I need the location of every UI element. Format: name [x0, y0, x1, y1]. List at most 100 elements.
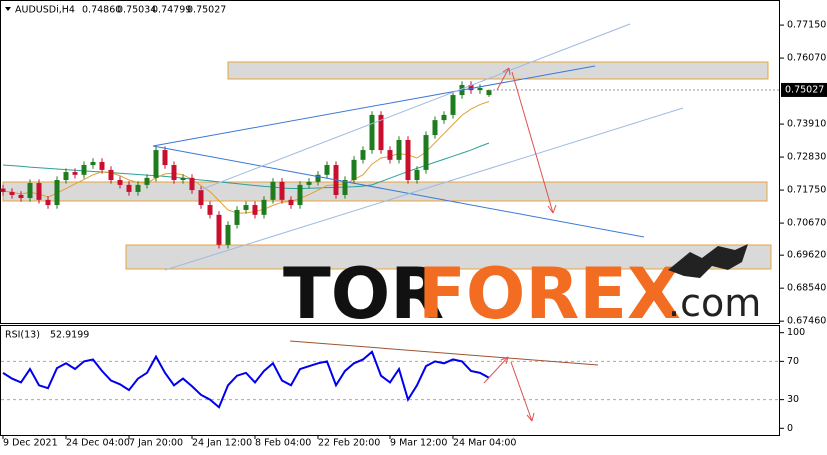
candle-body: [279, 181, 285, 200]
rsi-line: [2, 350, 490, 409]
candle-body: [198, 190, 204, 206]
candle-body: [153, 150, 159, 178]
candle-body: [243, 205, 249, 210]
arrow-head: [500, 356, 509, 365]
rsi-name: RSI(13): [5, 330, 40, 341]
forecast-arrow: [496, 67, 510, 91]
candle-body: [306, 181, 312, 185]
candle-body: [468, 84, 474, 91]
arrow-head: [526, 412, 535, 422]
trend-line: [152, 145, 645, 238]
quote-low: 0.74799: [152, 5, 191, 16]
candle-body: [369, 114, 375, 151]
y-tick-label: 70: [787, 356, 799, 367]
candle-body: [351, 159, 357, 180]
candle-body: [432, 120, 438, 136]
forecast-arrow: [510, 361, 533, 422]
symbol: AUDUSDi,H4: [15, 5, 75, 16]
candle-body: [234, 209, 240, 225]
candle-body: [126, 184, 132, 192]
x-tick-label: 24 Jan 12:00: [192, 438, 252, 449]
watermark-com: .com: [668, 281, 761, 325]
x-tick-label: 24 Mar 04:00: [453, 438, 516, 449]
candle-body: [72, 172, 78, 175]
watermark: TOR FOREX .com: [283, 244, 761, 335]
drawings: [152, 23, 684, 422]
y-tick-label: 0.69620: [787, 250, 826, 261]
candle-body: [315, 174, 321, 182]
candle-body: [90, 161, 96, 166]
arrow-head: [547, 204, 557, 214]
header: AUDUSDi,H4 0.74860 0.75034 0.74799 0.750…: [5, 5, 226, 341]
candle-body: [36, 183, 42, 200]
quote-open: 0.74860: [82, 5, 121, 16]
candle-body: [288, 199, 294, 206]
candle-body: [144, 177, 150, 185]
candle-body: [171, 165, 177, 180]
candle-body: [225, 224, 231, 245]
candle-body: [135, 184, 141, 192]
candle-body: [342, 180, 348, 195]
y-tick-label: 0.73910: [787, 119, 826, 130]
y-tick-label: 0.70670: [787, 218, 826, 229]
candle-body: [324, 165, 330, 175]
quote-high: 0.75034: [117, 5, 156, 16]
dropdown-icon[interactable]: [5, 7, 11, 11]
candle-body: [99, 161, 105, 170]
candle-body: [405, 139, 411, 180]
candle-body: [486, 89, 492, 96]
candle-body: [207, 205, 213, 215]
candle-body: [180, 177, 186, 180]
y-tick-label: 100: [787, 327, 805, 338]
resistance-zone: [227, 61, 769, 80]
candle-body: [9, 191, 15, 195]
candle-body: [18, 194, 24, 199]
candle-body: [252, 205, 258, 215]
candle-body: [297, 184, 303, 206]
candle-body: [441, 114, 447, 121]
y-tick-label: 0.77150: [787, 20, 826, 31]
watermark-tor: TOR: [283, 253, 444, 335]
x-tick-label: 7 Jan 20:00: [129, 438, 183, 449]
candle-body: [108, 169, 114, 180]
y-tick-label: 0.68540: [787, 283, 826, 294]
candle-body: [81, 165, 87, 175]
candle-body: [0, 188, 6, 192]
forecast-arrow: [511, 71, 554, 214]
y-tick-label: 0.72830: [787, 152, 826, 163]
candle-body: [477, 88, 483, 91]
x-tick-label: 9 Dec 2021: [3, 438, 58, 449]
arrow-head: [502, 67, 511, 76]
y-tick-label: 30: [787, 394, 799, 405]
current-price-label: 0.75027: [785, 84, 824, 95]
x-tick-label: 24 Dec 04:00: [66, 438, 130, 449]
candle-body: [54, 180, 60, 206]
forecast-arrow: [483, 356, 509, 384]
current-price-box: [781, 82, 827, 97]
candle-body: [414, 169, 420, 180]
y-tick-label: 0.67460: [787, 316, 826, 327]
channel-line: [199, 23, 631, 191]
channel-line: [164, 107, 684, 271]
trend-line: [152, 65, 596, 147]
candle-body: [216, 214, 222, 245]
candle-body: [27, 183, 33, 199]
candle-body: [189, 177, 195, 191]
y-tick-label: 0: [787, 423, 793, 434]
candle-body: [45, 199, 51, 206]
y-tick-label: 0.76070: [787, 53, 826, 64]
candle-body: [360, 150, 366, 160]
candle-body: [270, 181, 276, 200]
candle-body: [378, 114, 384, 151]
layers: [2, 61, 772, 270]
plot: 0.77150 0.76070 0.73910 0.72830 0.71750 0.706…: [0, 20, 827, 449]
candle-body: [162, 150, 168, 166]
candle-body: [423, 135, 429, 170]
rsi-trend-line: [289, 340, 599, 366]
candle-body: [387, 150, 393, 160]
x-tick-label: 8 Feb 04:00: [255, 438, 311, 449]
bull-icon: [668, 244, 748, 278]
quote-close: 0.75027: [187, 5, 226, 16]
x-tick-label: 9 Mar 12:00: [390, 438, 447, 449]
